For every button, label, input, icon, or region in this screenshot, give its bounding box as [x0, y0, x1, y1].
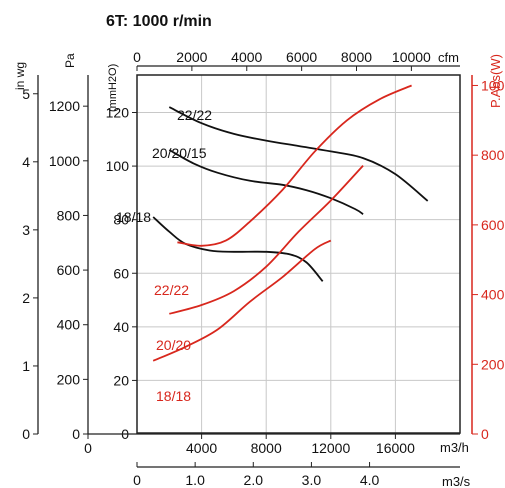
m3h-tick-label: 16000	[376, 440, 415, 456]
m3s-tick-label: 4.0	[360, 472, 380, 488]
mmh2o-tick-label: 20	[113, 372, 129, 388]
cfm-tick-label: 6000	[286, 49, 317, 65]
m3s-tick-label: 3.0	[302, 472, 322, 488]
cfm-tick-label: 4000	[231, 49, 262, 65]
grid	[136, 75, 461, 435]
in-wg-tick-label: 2	[22, 290, 30, 306]
in-wg-axis-label: in wg	[13, 62, 27, 90]
m3s-tick-label: 2.0	[244, 472, 264, 488]
in-wg-tick-label: 0	[22, 426, 30, 442]
power-curve-22-22	[177, 84, 412, 247]
cfm-axis: cfm 0 2000 4000 6000 8000 10000	[133, 49, 460, 71]
in-wg-tick-label: 1	[22, 358, 30, 374]
pa-tick-label: 1200	[49, 98, 80, 114]
power-tick-label: 1000	[481, 77, 505, 93]
pressure-curve-18-18	[152, 216, 324, 282]
chart-title: 6T: 1000 r/min	[106, 13, 212, 30]
pressure-curve-20-20-15	[168, 149, 364, 216]
m3h-tick-label: 8000	[251, 440, 282, 456]
m3s-axis-label: m3/s	[442, 474, 471, 488]
mmh2o-tick-label: 60	[113, 265, 129, 281]
power-tick-label: 0	[481, 426, 489, 442]
power-curves	[152, 84, 412, 362]
series-label-pressure-22-22: 22/22	[177, 107, 212, 123]
pa-tick-label: 200	[57, 371, 81, 387]
plot-frame	[136, 74, 461, 434]
power-tick-label: 400	[481, 287, 505, 303]
in-wg-axis: in wg 0 1 2 3 4 5	[13, 62, 39, 442]
pressure-curve-22-22	[168, 106, 429, 202]
m3h-tick-label: 12000	[311, 440, 350, 456]
power-tick-label: 800	[481, 147, 505, 163]
power-curve-18-18	[152, 239, 332, 362]
series-label-power-22-22: 22/22	[154, 282, 189, 298]
m3s-axis: m3/s 0 1.0 2.0 3.0 4.0	[133, 462, 471, 488]
series-label-pressure-18-18: 18/18	[116, 209, 151, 225]
mmh2o-tick-label: 100	[106, 158, 130, 174]
series-label-power-18-18: 18/18	[156, 388, 191, 404]
pa-axis: Pa 0 200 400 600 800 1000 1200	[49, 53, 89, 442]
pa-axis-label: Pa	[63, 53, 77, 68]
cfm-tick-label: 10000	[392, 49, 431, 65]
cfm-tick-label: 8000	[341, 49, 372, 65]
power-tick-label: 600	[481, 217, 505, 233]
mmh2o-tick-label: 80	[113, 212, 129, 228]
m3h-axis: m3/h 0 4000 8000 12000 16000	[84, 433, 469, 456]
series-label-pressure-20-20-15: 20/20/15	[152, 145, 207, 161]
pressure-curves	[152, 106, 429, 282]
power-axis-label: P.Abs(W)	[488, 54, 503, 108]
in-wg-tick-label: 3	[22, 222, 30, 238]
mmh2o-axis-label: (mmH2O)	[107, 64, 119, 112]
pa-tick-label: 1000	[49, 153, 80, 169]
m3h-axis-label: m3/h	[440, 440, 469, 455]
mmh2o-tick-label: 120	[106, 105, 130, 121]
mmh2o-tick-label: 40	[113, 319, 129, 335]
cfm-tick-label: 2000	[176, 49, 207, 65]
m3h-tick-label: 0	[84, 440, 92, 456]
pa-tick-label: 600	[57, 262, 81, 278]
pa-tick-label: 400	[57, 317, 81, 333]
m3s-tick-label: 0	[133, 472, 141, 488]
pa-tick-label: 800	[57, 207, 81, 223]
m3s-tick-label: 1.0	[185, 472, 205, 488]
power-axis: P.Abs(W) 0 200 400 600 800 1000	[471, 54, 505, 442]
cfm-axis-label: cfm	[438, 50, 459, 65]
in-wg-tick-label: 5	[22, 86, 30, 102]
m3h-tick-label: 4000	[186, 440, 217, 456]
cfm-tick-label: 0	[133, 49, 141, 65]
series-label-power-20-20: 20/20	[156, 337, 191, 353]
power-curve-20-20	[169, 164, 364, 315]
pa-tick-label: 0	[72, 426, 80, 442]
in-wg-tick-label: 4	[22, 154, 30, 170]
power-tick-label: 200	[481, 356, 505, 372]
